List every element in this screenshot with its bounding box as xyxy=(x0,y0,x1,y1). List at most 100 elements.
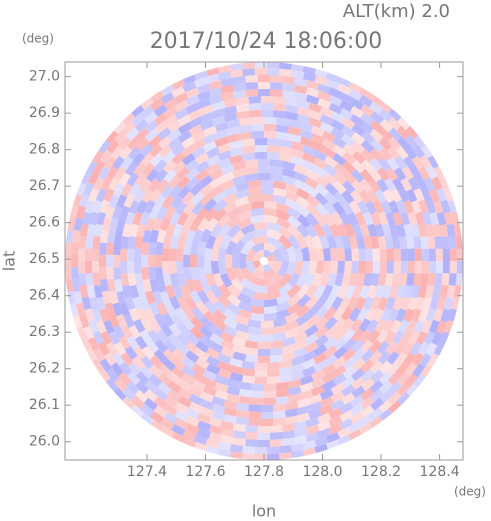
echo-cell xyxy=(296,113,311,125)
echo-cell xyxy=(305,203,320,217)
echo-cell xyxy=(405,188,418,203)
echo-cell xyxy=(212,318,227,332)
x-tick-label: 127.4 xyxy=(127,464,167,480)
echo-cell xyxy=(403,352,416,367)
echo-cell xyxy=(79,223,89,238)
echo-cell xyxy=(423,177,436,192)
echo-cell xyxy=(275,300,291,313)
echo-cell xyxy=(103,187,115,203)
echo-cell xyxy=(237,209,253,222)
echo-cell xyxy=(366,188,379,204)
echo-cell xyxy=(241,152,255,162)
echo-cell xyxy=(311,272,323,288)
echo-cell xyxy=(279,445,293,454)
echo-cell xyxy=(131,355,146,370)
echo-cell xyxy=(140,254,149,268)
echo-cell xyxy=(220,171,235,183)
echo-cell xyxy=(360,359,375,374)
echo-cell xyxy=(317,98,332,110)
echo-cell xyxy=(342,337,357,352)
echo-cell xyxy=(267,272,284,286)
echo-cell xyxy=(387,371,402,386)
echo-cell xyxy=(124,162,138,177)
echo-cell xyxy=(449,248,457,261)
echo-cell xyxy=(393,340,407,355)
echo-cell xyxy=(293,339,308,351)
echo-cell xyxy=(65,278,74,292)
echo-cell xyxy=(79,284,89,299)
echo-cell xyxy=(116,217,127,232)
echo-cell xyxy=(378,108,393,123)
echo-cell xyxy=(229,357,243,368)
echo-cell xyxy=(181,316,195,331)
echo-cell xyxy=(256,263,264,272)
echo-cell xyxy=(229,444,243,453)
echo-cell xyxy=(190,254,198,268)
echo-cell xyxy=(142,278,152,293)
echo-cell xyxy=(329,223,341,238)
echo-cell xyxy=(339,296,352,311)
echo-cell xyxy=(267,229,283,241)
echo-cell xyxy=(185,158,200,172)
y-axis-label: lat xyxy=(0,251,19,272)
echo-cell xyxy=(410,223,421,238)
echo-cell xyxy=(348,200,361,215)
echo-cell xyxy=(342,180,356,195)
echo-cell xyxy=(230,451,244,459)
echo-cell xyxy=(340,306,354,321)
echo-cell xyxy=(271,248,282,261)
echo-cell xyxy=(103,319,115,335)
echo-cell xyxy=(188,116,203,129)
echo-cell xyxy=(374,223,385,238)
echo-cell xyxy=(420,272,429,286)
echo-cell xyxy=(433,166,445,180)
echo-cell xyxy=(232,266,246,283)
echo-cell xyxy=(360,349,375,363)
echo-cell xyxy=(127,235,137,250)
echo-cell xyxy=(229,365,244,375)
echo-cell xyxy=(174,401,189,414)
echo-cell xyxy=(211,403,226,414)
center-gap xyxy=(260,257,268,265)
x-unit: (deg) xyxy=(454,485,486,499)
echo-cell xyxy=(232,423,246,432)
echo-cell xyxy=(232,351,247,362)
echo-cell xyxy=(108,313,120,328)
echo-cell xyxy=(418,308,429,323)
echo-cell xyxy=(339,401,354,414)
echo-cell xyxy=(83,182,95,197)
echo-cell xyxy=(441,236,450,250)
echo-cell xyxy=(230,229,245,245)
echo-cell xyxy=(139,329,152,344)
echo-cell xyxy=(144,128,159,143)
echo-cell xyxy=(356,272,366,287)
echo-cell xyxy=(78,272,87,286)
echo-cell xyxy=(232,82,247,92)
echo-cell xyxy=(273,110,287,119)
echo-cell xyxy=(167,371,182,385)
echo-cell xyxy=(126,371,141,386)
echo-cell xyxy=(419,154,432,169)
echo-cell xyxy=(153,104,168,117)
echo-cell xyxy=(341,133,356,147)
echo-cell xyxy=(236,416,250,426)
echo-cell xyxy=(270,173,284,183)
echo-cell xyxy=(350,339,365,353)
echo-cell xyxy=(223,399,238,410)
echo-cell xyxy=(139,365,154,379)
echo-cell xyxy=(143,111,158,125)
echo-cell xyxy=(85,272,94,286)
echo-cell xyxy=(149,153,164,167)
echo-cell xyxy=(116,194,128,209)
echo-cell xyxy=(146,168,160,183)
echo-cell xyxy=(264,124,277,132)
echo-cell xyxy=(410,200,422,214)
echo-cell xyxy=(223,112,238,123)
echo-cell xyxy=(275,124,290,134)
echo-cell xyxy=(415,176,428,192)
echo-cell xyxy=(232,160,247,171)
echo-cell xyxy=(153,396,168,410)
echo-cell xyxy=(196,90,211,102)
echo-cell xyxy=(225,240,237,256)
echo-cell xyxy=(206,147,221,159)
